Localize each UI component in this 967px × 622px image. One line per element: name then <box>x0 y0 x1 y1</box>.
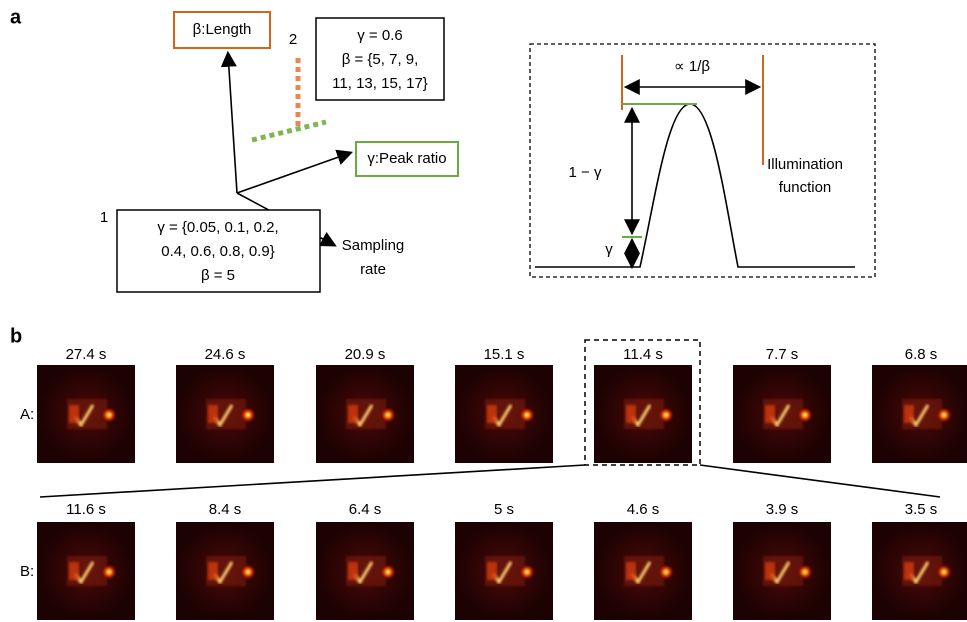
peak-label: γ:Peak ratio <box>367 150 446 167</box>
time-label: 5 s <box>494 501 514 518</box>
axis-label: Sampling <box>342 237 405 254</box>
hot-spot <box>101 564 117 580</box>
marker: 2 <box>289 31 297 48</box>
hot-spot <box>936 407 952 423</box>
time-label: 4.6 s <box>627 501 660 518</box>
heatmap-image <box>37 522 135 620</box>
hot-spot <box>380 407 396 423</box>
heatmap-image <box>733 365 831 463</box>
left-block <box>208 562 218 580</box>
panel-label: b <box>10 325 22 347</box>
time-label: 7.7 s <box>766 346 799 363</box>
row-label: B: <box>20 563 34 580</box>
heatmap-image <box>733 522 831 620</box>
left-block <box>487 562 497 580</box>
setting-text: γ = {0.05, 0.1, 0.2, <box>157 219 278 236</box>
zoom-line <box>40 465 585 497</box>
row-label: A: <box>20 406 34 423</box>
heatmap-image <box>176 365 274 463</box>
left-block <box>348 405 358 423</box>
panel-label: a <box>10 6 22 28</box>
time-label: 8.4 s <box>209 501 242 518</box>
hot-spot <box>936 564 952 580</box>
hot-spot <box>658 564 674 580</box>
left-block <box>348 562 358 580</box>
heatmap-image <box>872 365 967 463</box>
axis-arrow <box>237 153 350 193</box>
time-label: 3.5 s <box>905 501 938 518</box>
hot-spot <box>380 564 396 580</box>
hot-spot <box>519 407 535 423</box>
hot-spot <box>101 407 117 423</box>
heatmap-image <box>316 522 414 620</box>
setting-text: γ = 0.6 <box>357 27 402 44</box>
left-block <box>904 405 914 423</box>
setting-text: β = 5 <box>201 267 235 284</box>
figure: a β:Length 2 γ = 0.6 β = {5, 7, 9, 11, 1… <box>0 0 967 622</box>
heatmap-image <box>37 365 135 463</box>
heatmap-image <box>872 522 967 620</box>
heatmap-image <box>594 365 692 463</box>
base-label: γ <box>605 241 613 258</box>
hot-spot <box>658 407 674 423</box>
time-label: 24.6 s <box>205 346 246 363</box>
caption: function <box>779 179 832 196</box>
time-label: 11.6 s <box>66 501 106 518</box>
hot-spot <box>240 407 256 423</box>
image-grid: A: 27.4 s 24.6 s 20.9 s 15.1 s 11.4 s 7.7 s 6.8… <box>20 346 967 620</box>
time-label: 6.4 s <box>349 501 382 518</box>
height-label: 1 − γ <box>569 164 602 181</box>
axis-arrow <box>228 54 237 193</box>
time-label: 11.4 s <box>623 346 663 363</box>
setting-text: β = {5, 7, 9, <box>342 51 419 68</box>
left-block <box>69 562 79 580</box>
hot-spot <box>519 564 535 580</box>
heatmap-image <box>176 522 274 620</box>
setting-text: 0.4, 0.6, 0.8, 0.9} <box>161 243 274 260</box>
left-block <box>69 405 79 423</box>
left-block <box>765 562 775 580</box>
caption: Illumination <box>767 156 843 173</box>
left-block <box>904 562 914 580</box>
width-label: ∝ 1/β <box>674 58 710 75</box>
left-block <box>208 405 218 423</box>
hot-spot <box>797 407 813 423</box>
left-block <box>765 405 775 423</box>
green-dots <box>252 122 326 140</box>
heatmap-image <box>455 365 553 463</box>
time-label: 20.9 s <box>345 346 386 363</box>
setting-text: 11, 13, 15, 17} <box>332 75 428 92</box>
marker: 1 <box>100 209 108 226</box>
heatmap-image <box>594 522 692 620</box>
hot-spot <box>797 564 813 580</box>
left-block <box>626 562 636 580</box>
heatmap-image <box>455 522 553 620</box>
left-block <box>487 405 497 423</box>
axis-label: rate <box>360 261 386 278</box>
heatmap-image <box>316 365 414 463</box>
zoom-line <box>700 465 940 497</box>
time-label: 27.4 s <box>66 346 107 363</box>
time-label: 3.9 s <box>766 501 799 518</box>
left-block <box>626 405 636 423</box>
length-label: β:Length <box>193 21 252 38</box>
hot-spot <box>240 564 256 580</box>
time-label: 6.8 s <box>905 346 938 363</box>
time-label: 15.1 s <box>484 346 525 363</box>
